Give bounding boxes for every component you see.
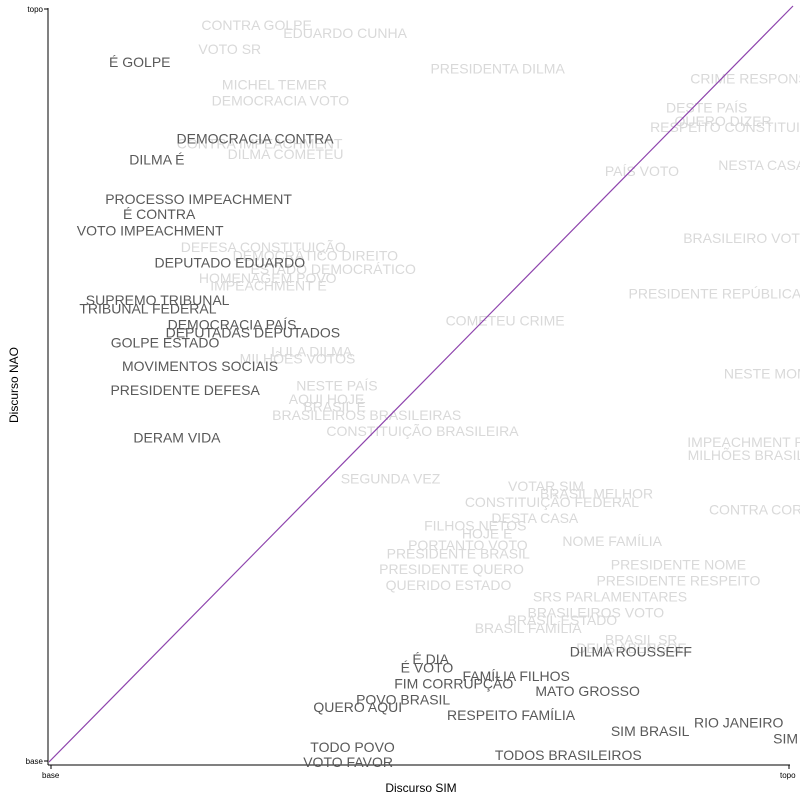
term-label: RESPEITO FAMÍLIA [447, 707, 576, 723]
term-label: RIO JANEIRO [694, 715, 784, 731]
term-label: SIM BRASIL [611, 723, 690, 739]
term-label: HOJE É [462, 526, 513, 542]
term-label: NESTE PAÍS [296, 378, 377, 394]
term-label: QUERIDO ESTADO [386, 577, 512, 593]
term-label: MILHÕES VOTOS [240, 350, 356, 366]
term-label: NESTA CASA [718, 157, 800, 173]
x-tick-label-left: base [42, 771, 60, 780]
term-label: BRASILEIROS VOTO [528, 604, 665, 620]
term-label: MOVIMENTOS SOCIAIS [122, 358, 278, 374]
highlighted-terms: É GOLPE DEMOCRACIA CONTRA DILMA É PROCESSO … [77, 54, 798, 770]
term-label: PRESIDENTE NOME [611, 557, 746, 573]
diagonal-reference-line [49, 5, 794, 763]
term-label: PROCESSO IMPEACHMENT [105, 191, 292, 207]
term-label: DEMOCRACIA PAÍS [168, 316, 297, 332]
term-label: QUERO DIZER [674, 113, 771, 129]
term-label: VOTO FAVOR [303, 754, 393, 770]
term-label: PRESIDENTE REPÚBLICA [629, 285, 800, 301]
term-label: DEUS ABENÇOE [576, 640, 686, 656]
term-label: DEMOCRACIA CONTRA [177, 130, 335, 146]
term-label: TODOS BRASILEIROS [495, 747, 642, 763]
term-label: CONTRA GOLPE [201, 17, 311, 33]
term-label: IMPEACHMENT PRESIDENTE [687, 434, 800, 450]
term-label: CRIME RESPONSABILIDADE [690, 71, 800, 87]
term-label: DERAM VIDA [133, 430, 221, 446]
term-label: RESPEITO CONSTITUIÇÃO [650, 119, 800, 135]
term-label: PORTANTO VOTO [408, 537, 528, 553]
term-label: SUPREMO TRIBUNAL [86, 292, 230, 308]
term-label: LULA DILMA [271, 343, 353, 359]
term-label: DEPUTADO EDUARDO [154, 254, 305, 270]
term-label: É GOLPE [109, 54, 170, 70]
term-label: É DIA [412, 651, 449, 667]
term-label: EDUARDO CUNHA [283, 25, 407, 41]
y-axis-label: Discurso NAO [7, 347, 21, 423]
term-label: BRASIL ESTADO [508, 612, 618, 628]
term-label: PAÍS VOTO [605, 163, 679, 179]
term-label: DESTA CASA [491, 510, 579, 526]
term-label: CONTRA CORRUPÇÃO [709, 501, 800, 517]
x-axis-label: Discurso SIM [385, 781, 456, 795]
term-label: COMETEU CRIME [446, 312, 565, 328]
term-label: PRESIDENTE QUERO [379, 561, 524, 577]
term-label: BRASIL FAMÍLIA [475, 620, 583, 636]
term-label: IMPEACHMENT É [210, 278, 326, 294]
term-label: VOTAR SIM [508, 478, 584, 494]
term-label: TRIBUNAL FEDERAL [79, 300, 216, 316]
term-label: CONTRA IMPEACHMENT [177, 136, 343, 152]
term-label: BRASILEIRO VOTO [683, 230, 800, 246]
term-label: DESTE PAÍS [666, 99, 747, 115]
term-label: BRASIL É [303, 399, 366, 415]
term-label: BRASIL SR [605, 632, 678, 648]
term-label: DILMA COMETEU [228, 146, 344, 162]
term-label: MATO GROSSO [535, 683, 640, 699]
term-label: TODO POVO [310, 739, 395, 755]
term-label: PRESIDENTA DILMA [430, 61, 565, 77]
term-label: FAMÍLIA FILHOS [463, 668, 570, 684]
term-label: AQUI HOJE [289, 391, 364, 407]
term-label: POVO BRASIL [356, 691, 450, 707]
term-label: DEMOCRÁTICO DIREITO [233, 247, 399, 263]
term-label: BRASILEIROS BRASILEIRAS [272, 407, 461, 423]
term-label: HOMENAGEM POVO [199, 270, 337, 286]
term-label: BRASIL MELHOR [540, 486, 653, 502]
term-label: DEMOCRACIA VOTO [212, 93, 350, 109]
term-label: MILHÕES BRASILEIROS [688, 447, 800, 463]
term-label: GOLPE ESTADO [111, 334, 220, 350]
term-label: NESTE MOMENTO [724, 365, 800, 381]
x-tick-label-right: topo [780, 771, 796, 780]
term-label: QUERO AQUI [313, 699, 402, 715]
term-label: SEGUNDA VEZ [341, 471, 441, 487]
term-label: DILMA ROUSSEFF [570, 644, 692, 660]
term-label: DEFESA CONSTITUIÇÃO [181, 239, 346, 255]
term-label: SIM [773, 731, 798, 747]
term-label: FILHOS NETOS [424, 517, 526, 533]
y-tick-label-bottom: base [26, 757, 44, 766]
term-label: NOME FAMÍLIA [562, 533, 662, 549]
term-label: PRESIDENTE DEFESA [110, 382, 260, 398]
term-label: SRS PARLAMENTARES [533, 588, 687, 604]
term-label: PRESIDENTE RESPEITO [596, 573, 760, 589]
term-label: DILMA É [129, 151, 184, 167]
y-tick-label-top: topo [27, 5, 43, 14]
term-label: É CONTRA [123, 206, 196, 222]
term-label: CONSTITUIÇÃO FEDERAL [465, 494, 639, 510]
term-label: FIM CORRUPÇÃO [394, 675, 513, 691]
term-label: DEPUTADAS DEPUTADOS [166, 325, 341, 341]
term-label: CONSTITUIÇÃO BRASILEIRA [326, 423, 519, 439]
term-label: MICHEL TEMER [222, 77, 327, 93]
term-label: É VOTO [401, 660, 454, 676]
term-label: VOTO SR [198, 41, 261, 57]
term-label: VOTO IMPEACHMENT [77, 223, 224, 239]
term-label: ESTADO DEMOCRÁTICO [250, 261, 416, 277]
term-label: PRESIDENTE BRASIL [387, 545, 530, 561]
